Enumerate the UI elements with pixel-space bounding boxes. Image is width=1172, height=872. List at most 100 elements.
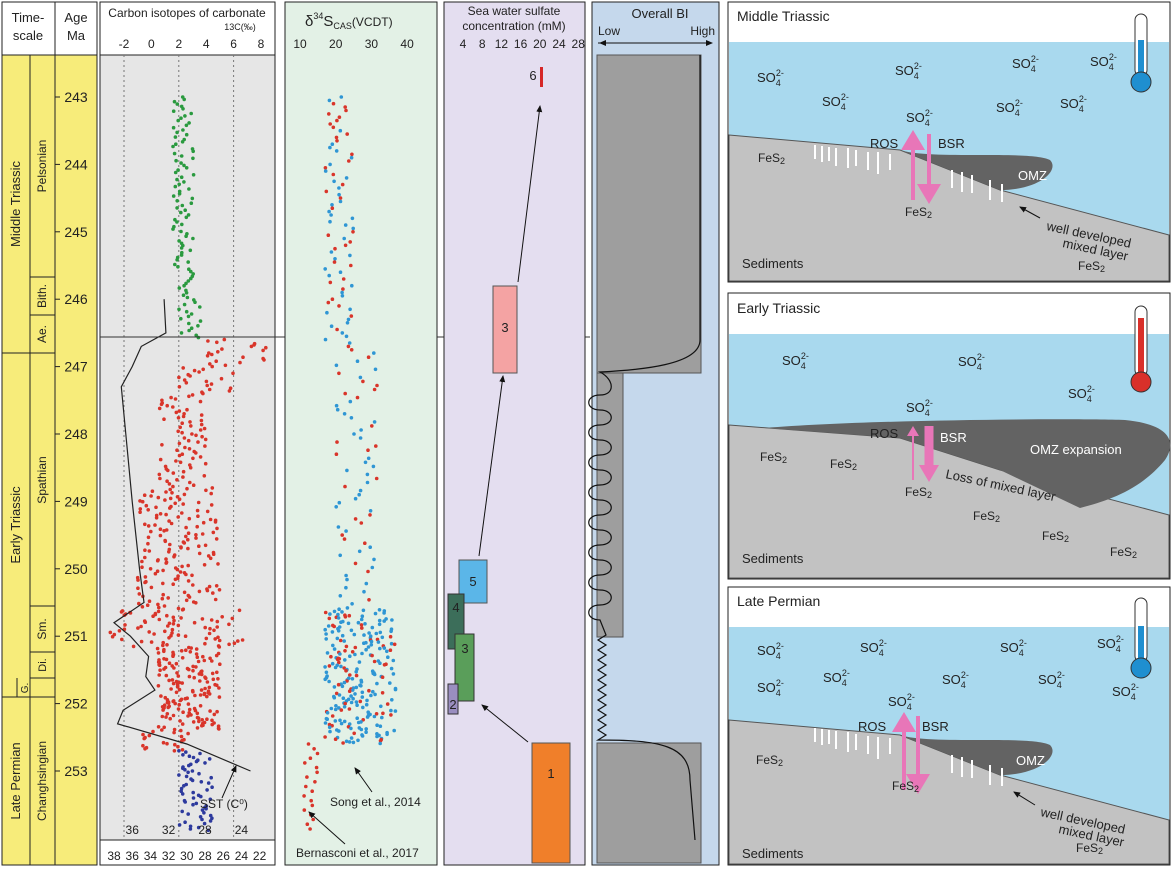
carbon-point <box>227 642 231 647</box>
carbon-point <box>162 649 166 654</box>
sulfur-point <box>352 632 357 637</box>
carbon-point <box>200 808 205 812</box>
sulfur-point <box>378 739 383 743</box>
sulfate-box-6 <box>540 67 543 87</box>
carbon-point <box>215 625 219 629</box>
carbon-point <box>174 459 178 463</box>
carbon-point <box>184 381 189 385</box>
carbon-point <box>147 549 152 553</box>
sulfur-point <box>363 541 367 545</box>
sulfur-point <box>308 756 313 760</box>
carbon-point <box>179 331 184 335</box>
sulfur-point <box>325 651 330 655</box>
sulfur-point <box>372 420 377 424</box>
carbon-point <box>174 690 179 695</box>
carbon-point <box>217 727 221 731</box>
note-arrow <box>1013 791 1036 806</box>
carbon-point <box>172 151 177 156</box>
sulfur-point <box>366 448 370 453</box>
trend-arrow-5-to-3 <box>478 375 506 557</box>
carbon-point <box>188 480 192 485</box>
sulfur-point <box>329 324 334 329</box>
sulfur-point <box>342 719 347 724</box>
carbon-point <box>156 609 161 614</box>
fes2-label: FeS <box>1110 545 1132 559</box>
carbon-point <box>180 140 185 144</box>
carbon-point <box>181 128 185 132</box>
sulfur-point <box>358 375 363 380</box>
carbon-point <box>177 497 182 502</box>
carbon-point <box>172 554 176 559</box>
sulfur-point <box>313 780 317 784</box>
sulfur-point <box>374 631 379 636</box>
carbon-point <box>182 97 186 102</box>
sulfur-point <box>338 718 342 723</box>
sulfur-point <box>343 484 347 489</box>
sulfur-point <box>378 741 383 746</box>
carbon-point <box>177 307 181 312</box>
carbon-point <box>145 603 150 607</box>
sulfur-point <box>364 581 369 586</box>
carbon-point <box>208 813 213 818</box>
sulfur-point <box>302 794 306 798</box>
carbon-point <box>198 693 203 697</box>
sulfate-box-1 <box>531 742 571 864</box>
fes2-sub: 2 <box>782 455 787 465</box>
sulfur-point <box>380 715 384 720</box>
carbon-point <box>202 811 206 815</box>
sst-bottom-tick: 34 <box>144 849 158 863</box>
sulfur-point <box>347 740 352 744</box>
sulfur-point <box>324 670 329 675</box>
sulfur-point <box>336 629 341 633</box>
carbon-point <box>173 397 178 401</box>
sulfur-point <box>356 720 361 725</box>
fes2-sub: 2 <box>995 514 1000 524</box>
fes2-sub: 2 <box>1132 550 1137 560</box>
carbon-point <box>167 636 171 640</box>
carbon-point <box>182 492 187 497</box>
sst-bottom-ticks: 38 36 34 32 30 28 26 24 22 <box>107 849 266 863</box>
carbon-point <box>189 713 193 717</box>
fes2-label: FeS <box>756 753 778 767</box>
carbon-point <box>186 438 191 443</box>
sulfur-point <box>350 688 355 692</box>
carbon-point <box>200 617 205 621</box>
sulfur-point <box>377 618 382 623</box>
sulfur-point <box>350 677 355 681</box>
carbon-point <box>110 634 115 639</box>
sulfur-point <box>378 630 383 635</box>
carbon-point <box>208 517 213 522</box>
sulfur-point <box>346 344 351 349</box>
sulfur-point <box>347 613 352 618</box>
sulfur-point <box>366 645 371 649</box>
sulfate-ion-label: SO42- <box>1012 54 1039 74</box>
carbon-point <box>160 714 165 719</box>
carbon-point <box>203 437 208 442</box>
sulfur-point <box>340 610 344 614</box>
carbon-point <box>197 370 201 374</box>
carbon-point <box>164 657 169 662</box>
carbon-point <box>209 382 214 386</box>
sulfur-point <box>343 649 347 653</box>
carbon-point <box>188 827 193 831</box>
sulfur-point <box>303 761 307 765</box>
fes2-sub: 2 <box>852 462 857 472</box>
sulfur-point <box>345 679 349 683</box>
sulfur-point <box>361 379 365 384</box>
sulfate-ion-label: SO42- <box>1097 634 1124 654</box>
carbon-point <box>191 796 196 800</box>
sst-label: SST (C⁰) <box>200 797 248 811</box>
carbon-point <box>175 130 179 135</box>
sulfur-point <box>325 717 330 721</box>
sulfur-point <box>347 689 352 693</box>
bi-block-middle <box>596 54 702 374</box>
bi-title: Overall BI <box>631 6 688 21</box>
carbon-point <box>207 631 212 636</box>
carbon-point <box>209 503 214 507</box>
sulfur-point <box>323 337 328 342</box>
scene3-title: Late Permian <box>737 593 820 609</box>
carbon-point <box>199 688 204 692</box>
sst-inner-tick: 32 <box>162 823 176 837</box>
carbon-point <box>180 809 184 814</box>
